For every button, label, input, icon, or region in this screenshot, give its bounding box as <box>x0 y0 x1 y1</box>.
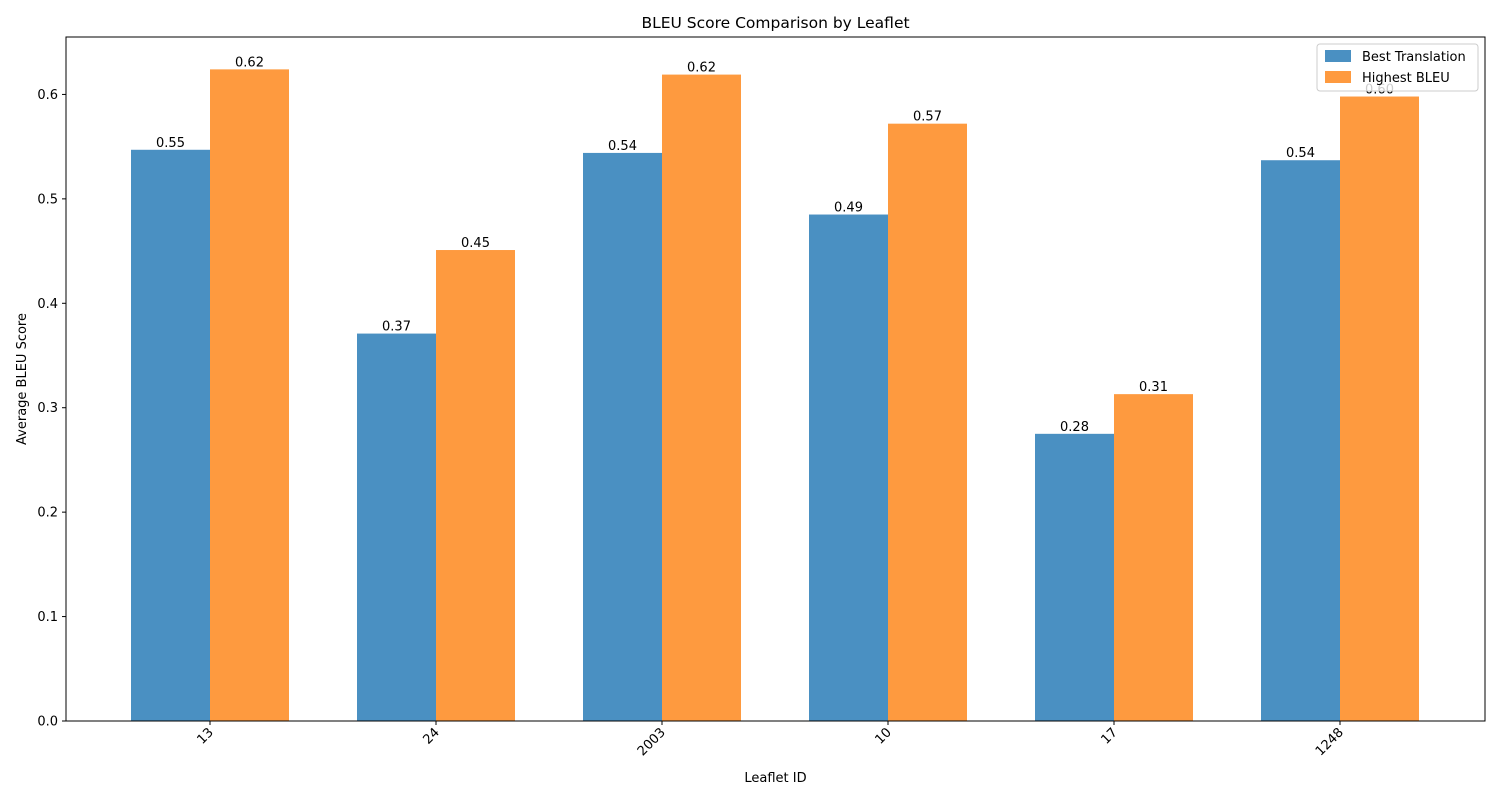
legend-label-best-translation: Best Translation <box>1362 50 1466 65</box>
bar-best-translation-1248 <box>1261 160 1340 721</box>
x-tick-label-1248: 1248 <box>1313 725 1347 759</box>
chart-title: BLEU Score Comparison by Leaflet <box>641 14 909 32</box>
bar-highest-bleu-1248 <box>1340 96 1419 721</box>
bar-highest-bleu-24 <box>436 250 515 722</box>
bar-highest-bleu-2003 <box>662 74 741 722</box>
y-tick-label-3: 0.3 <box>37 401 58 416</box>
y-tick-label-1: 0.1 <box>37 610 58 625</box>
bar-best-translation-10 <box>809 214 888 721</box>
y-axis-title: Average BLEU Score <box>15 313 30 445</box>
bar-label-highest-bleu-2003: 0.62 <box>687 61 716 76</box>
bar-labels-layer: 0.55 0.62 0.37 0.45 0.54 0.62 0.49 0.57 0.28 0.31… <box>156 55 1394 434</box>
y-axis: 0.0 0.1 0.2 0.3 0.4 0.5 0.6 <box>37 88 66 730</box>
legend-swatch-highest-bleu <box>1325 71 1351 83</box>
y-tick-label-0: 0.0 <box>37 715 58 730</box>
legend-swatch-best-translation <box>1325 50 1351 62</box>
bar-label-highest-bleu-17: 0.31 <box>1139 380 1168 395</box>
bar-best-translation-13 <box>131 149 210 721</box>
x-tick-label-17: 17 <box>1099 725 1121 747</box>
bar-label-highest-bleu-13: 0.62 <box>235 55 264 70</box>
bar-label-best-translation-13: 0.55 <box>156 136 185 151</box>
bar-best-translation-24 <box>357 333 436 721</box>
bars-layer <box>131 69 1419 722</box>
bar-label-best-translation-2003: 0.54 <box>608 139 637 154</box>
x-tick-label-13: 13 <box>195 725 217 747</box>
y-tick-label-4: 0.4 <box>37 297 58 312</box>
x-tick-label-24: 24 <box>421 725 443 747</box>
x-axis-title: Leaflet ID <box>744 771 806 786</box>
bar-label-best-translation-1248: 0.54 <box>1286 146 1315 161</box>
bar-label-highest-bleu-10: 0.57 <box>913 110 942 125</box>
bar-label-best-translation-10: 0.49 <box>834 201 863 216</box>
bar-highest-bleu-10 <box>888 123 967 722</box>
plot-frame <box>65 36 1486 722</box>
bar-best-translation-17 <box>1035 433 1114 721</box>
legend-label-highest-bleu: Highest BLEU <box>1362 71 1450 86</box>
x-tick-label-10: 10 <box>873 725 895 747</box>
bar-highest-bleu-13 <box>210 69 289 722</box>
bar-best-translation-2003 <box>583 152 662 722</box>
x-tick-label-2003: 2003 <box>635 725 669 759</box>
y-tick-label-2: 0.2 <box>37 506 58 521</box>
bar-label-best-translation-17: 0.28 <box>1060 420 1089 435</box>
legend: Best Translation Highest BLEU <box>1316 43 1479 92</box>
y-tick-label-6: 0.6 <box>37 88 58 103</box>
legend-box <box>1316 43 1479 92</box>
y-tick-label-5: 0.5 <box>37 192 58 207</box>
bar-label-best-translation-24: 0.37 <box>382 320 411 335</box>
x-axis: 13 24 2003 10 17 1248 <box>195 721 1347 759</box>
bar-label-highest-bleu-24: 0.45 <box>461 236 490 251</box>
bar-highest-bleu-17 <box>1114 394 1193 721</box>
